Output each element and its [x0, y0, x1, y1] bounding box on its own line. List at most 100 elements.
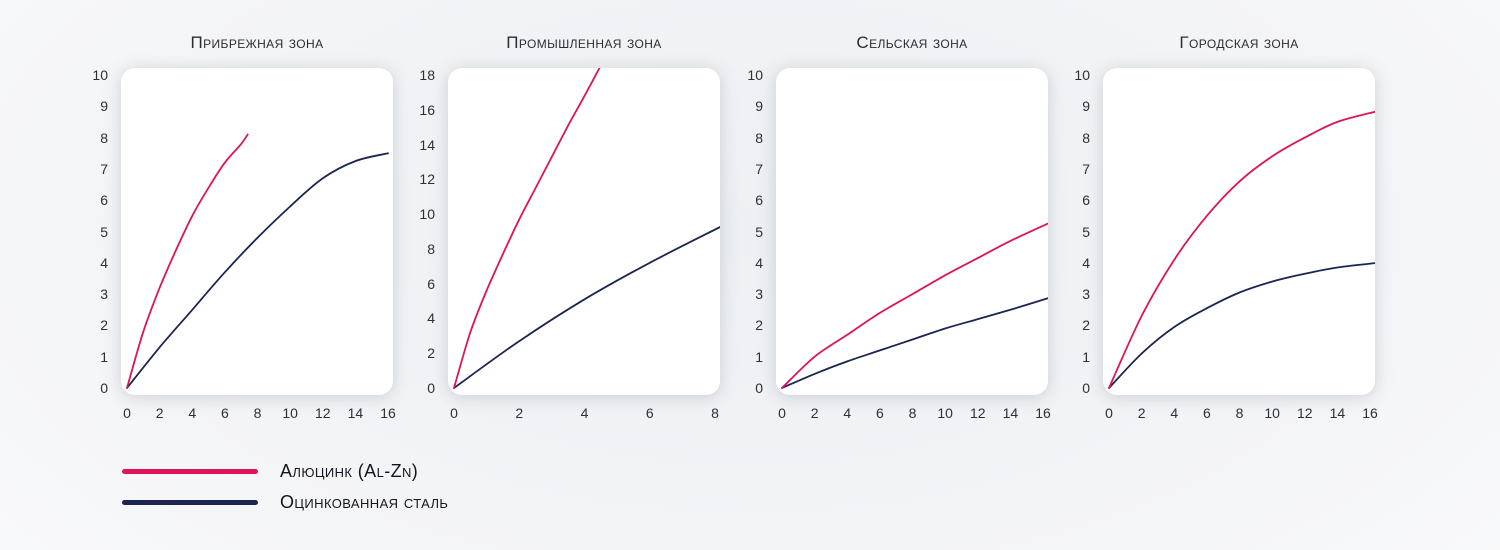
y-tick-label: 9 — [100, 98, 108, 115]
x-tick-label: 4 — [843, 405, 852, 421]
x-tick-label: 2 — [1137, 405, 1146, 421]
series-line — [1108, 110, 1375, 389]
legend-item-aluzinc: Алюцинк (Al-Zn) — [122, 460, 448, 482]
chart-industrial-zone: Промышленная зона 0 2 4 6 8 10 12 14 16 18 0 2 4 6 8 — [402, 0, 720, 430]
y-tick-label: 9 — [1082, 98, 1090, 115]
y-tick-label: 0 — [755, 380, 763, 396]
plot-area — [121, 68, 393, 395]
y-tick-label: 16 — [419, 101, 435, 118]
chart-title: Прибрежная зона — [190, 33, 324, 52]
y-tick-label: 10 — [1074, 67, 1090, 83]
y-tick-label: 4 — [1082, 254, 1090, 271]
series-line — [781, 297, 1048, 389]
y-tick-label: 6 — [755, 192, 763, 209]
y-tick-label: 6 — [1082, 192, 1090, 209]
x-tick-label: 8 — [711, 405, 719, 421]
y-tick-label: 4 — [755, 254, 763, 271]
y-tick-label: 8 — [755, 129, 763, 146]
x-tick-label: 4 — [188, 405, 197, 421]
x-tick-label: 14 — [1002, 405, 1019, 421]
y-tick-label: 7 — [755, 160, 763, 177]
plot-area — [776, 68, 1048, 395]
y-tick-label: 18 — [419, 67, 435, 83]
x-tick-label: 6 — [875, 405, 884, 421]
x-tick-label: 10 — [937, 405, 953, 421]
x-tick-label: 0 — [450, 405, 458, 421]
y-tick-label: 10 — [747, 67, 763, 83]
x-tick-label: 6 — [645, 405, 654, 421]
y-tick-label: 4 — [427, 310, 435, 327]
x-tick-label: 14 — [347, 405, 364, 421]
y-tick-label: 6 — [100, 192, 108, 209]
plot-svg — [1108, 110, 1375, 389]
chart-title: Промышленная зона — [506, 33, 662, 52]
chart-title: Городская зона — [1179, 33, 1299, 52]
y-tick-label: 2 — [100, 317, 108, 334]
x-tick-label: 10 — [282, 405, 298, 421]
x-tick-label: 2 — [515, 405, 524, 421]
x-tick-label: 8 — [253, 405, 262, 421]
x-tick-label: 6 — [220, 405, 229, 421]
series-line — [453, 68, 601, 389]
y-tick-label: 1 — [755, 348, 763, 365]
y-tick-label: 8 — [100, 129, 108, 146]
y-tick-label: 2 — [1082, 317, 1090, 334]
legend-label-galvanized-steel: Оцинкованная сталь — [280, 491, 449, 512]
plot-svg — [126, 133, 389, 389]
aluzinc-line-swatch — [122, 468, 258, 474]
y-tick-label: 1 — [1082, 348, 1090, 365]
series-line — [1108, 262, 1375, 389]
chart-rural-zone: Сельская зона 0 1 2 3 4 5 6 7 8 9 10 0 2 4 6 8 10 12 14 16 — [730, 0, 1050, 430]
y-tick-label: 3 — [1082, 286, 1090, 303]
y-tick-label: 0 — [1082, 380, 1090, 396]
y-tick-label: 8 — [427, 240, 435, 257]
chart-coastal-zone: Прибрежная зона 0 1 2 3 4 5 6 7 8 9 10 0 2 4 6 8 10 12 14… — [75, 0, 395, 430]
y-tick-label: 0 — [100, 380, 108, 396]
series-line — [453, 226, 720, 389]
y-tick-label: 8 — [1082, 129, 1090, 146]
y-tick-label: 1 — [100, 348, 108, 365]
x-tick-label: 6 — [1202, 405, 1211, 421]
x-tick-label: 2 — [810, 405, 819, 421]
x-tick-label: 2 — [155, 405, 164, 421]
y-tick-label: 7 — [100, 160, 108, 177]
x-tick-label: 14 — [1329, 405, 1346, 421]
x-tick-label: 16 — [1035, 405, 1051, 421]
y-tick-label: 3 — [100, 286, 108, 303]
legend: Алюцинк (Al-Zn) Оцинкованная сталь — [122, 460, 448, 522]
series-line — [126, 152, 389, 389]
y-tick-label: 14 — [419, 136, 435, 153]
y-tick-label: 5 — [755, 223, 763, 240]
x-tick-label: 4 — [1170, 405, 1179, 421]
series-line — [126, 133, 249, 389]
x-tick-label: 0 — [123, 405, 131, 421]
x-tick-label: 12 — [314, 405, 331, 421]
x-tick-label: 10 — [1264, 405, 1280, 421]
legend-item-galvanized-steel: Оцинкованная сталь — [122, 491, 448, 513]
y-tick-label: 10 — [419, 206, 435, 223]
plot-svg — [781, 222, 1048, 389]
y-tick-label: 5 — [1082, 223, 1090, 240]
legend-label-aluzinc: Алюцинк (Al-Zn) — [280, 460, 419, 481]
chart-urban-zone: Городская зона 0 1 2 3 4 5 6 7 8 9 10 0 2 4 6 8 10 12 14 1… — [1057, 0, 1377, 430]
x-tick-label: 0 — [778, 405, 786, 421]
x-tick-label: 16 — [1362, 405, 1378, 421]
y-tick-label: 9 — [755, 98, 763, 115]
y-tick-label: 7 — [1082, 160, 1090, 177]
y-tick-label: 12 — [419, 171, 435, 188]
x-tick-label: 12 — [1296, 405, 1313, 421]
y-tick-label: 3 — [755, 286, 763, 303]
x-tick-label: 4 — [580, 405, 589, 421]
x-tick-label: 8 — [908, 405, 917, 421]
y-tick-label: 10 — [92, 67, 108, 83]
plot-area — [1103, 68, 1375, 395]
x-tick-label: 16 — [380, 405, 396, 421]
plot-svg — [453, 68, 720, 389]
chart-title: Сельская зона — [856, 33, 968, 52]
x-tick-label: 12 — [969, 405, 986, 421]
series-line — [781, 222, 1048, 389]
y-tick-label: 6 — [427, 275, 435, 292]
x-tick-label: 0 — [1105, 405, 1113, 421]
y-tick-label: 5 — [100, 223, 108, 240]
